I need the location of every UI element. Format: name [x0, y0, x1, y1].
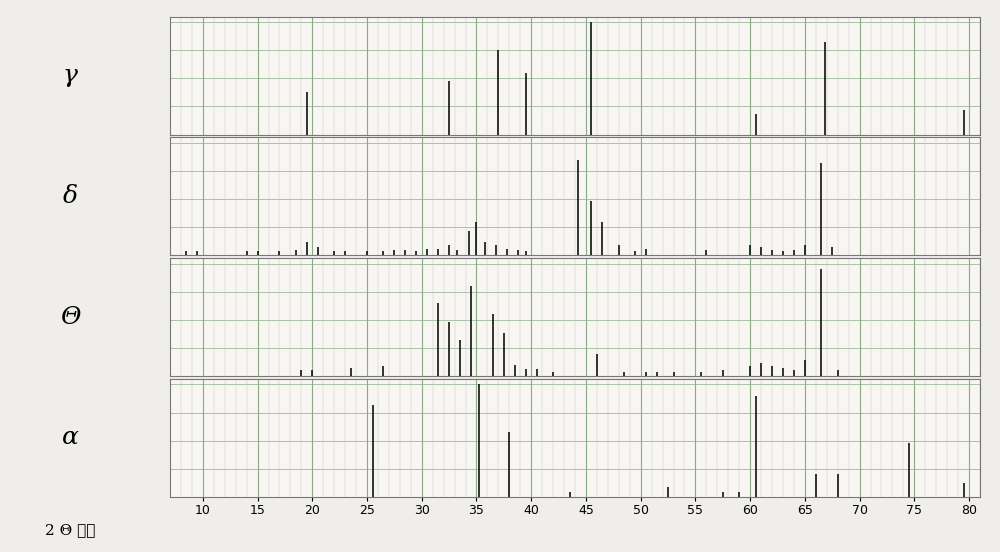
Text: δ: δ	[62, 185, 78, 208]
Text: Θ: Θ	[60, 306, 80, 328]
Text: γ: γ	[62, 64, 78, 87]
Text: 2 Θ 范围: 2 Θ 范围	[45, 523, 95, 537]
Text: α: α	[62, 426, 78, 449]
